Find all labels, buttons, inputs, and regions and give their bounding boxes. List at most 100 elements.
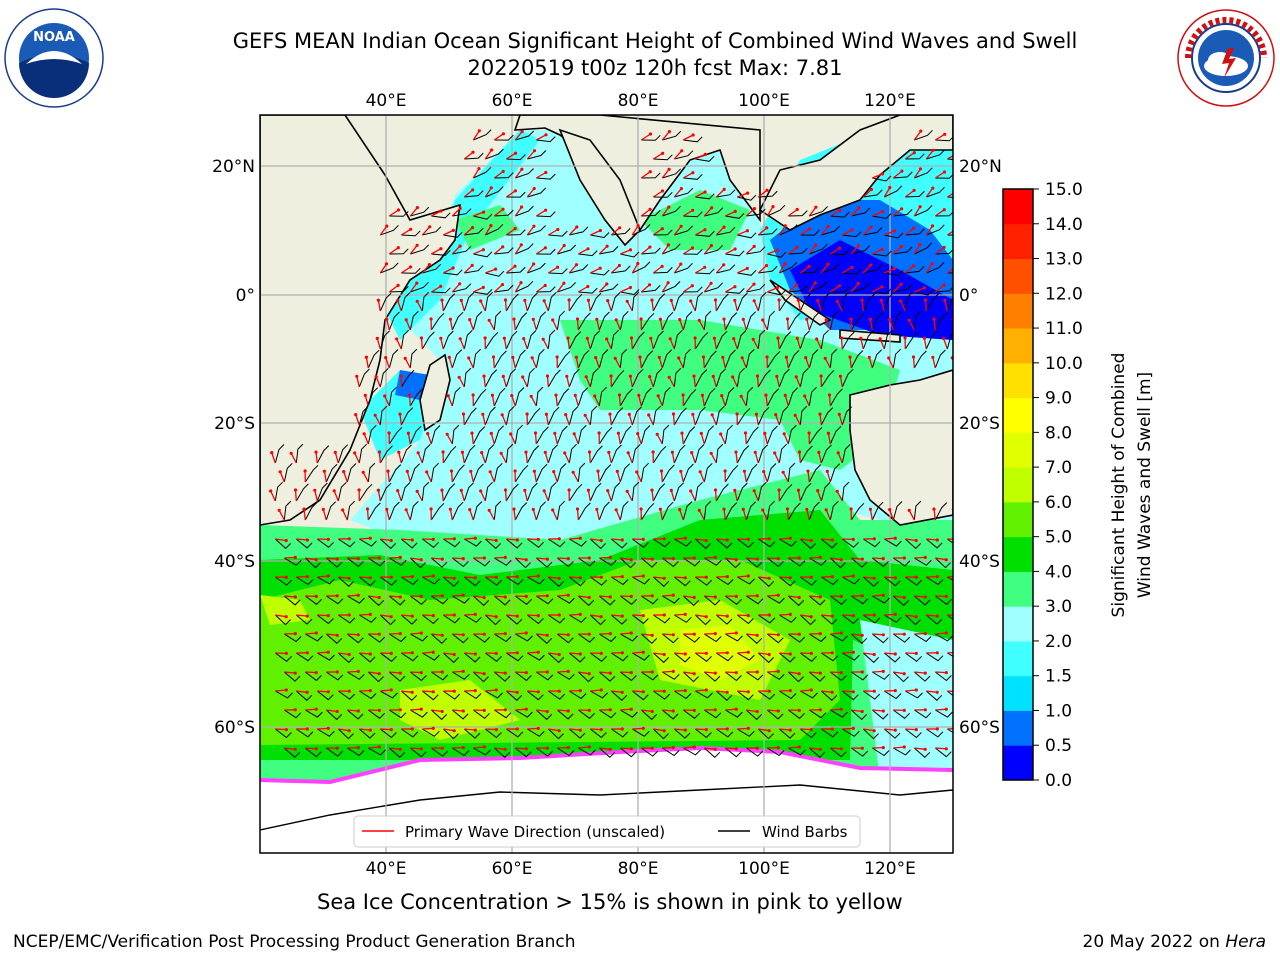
wave-arrow-head: [679, 187, 684, 191]
wave-arrow-head: [302, 507, 306, 511]
wind-barb: [464, 538, 482, 547]
wave-arrow-head: [494, 615, 498, 619]
wave-arrow-head: [785, 507, 790, 511]
wave-arrow-head: [521, 375, 525, 379]
wave-arrow-head: [452, 537, 456, 541]
wave-direction-arrow: [725, 708, 737, 711]
wave-direction-arrow: [850, 283, 859, 293]
wave-arrow-head: [872, 576, 876, 580]
wave-direction-arrow: [641, 633, 653, 636]
wave-direction-arrow: [925, 263, 933, 274]
wave-arrow-head: [776, 709, 780, 713]
wave-arrow-head: [361, 470, 365, 474]
wind-barb: [547, 329, 556, 350]
wave-direction-arrow: [584, 414, 591, 426]
wind-barb: [464, 152, 484, 160]
wave-arrow-head: [703, 228, 707, 232]
wind-barb: [850, 312, 865, 331]
wave-direction-arrow: [616, 471, 621, 483]
wave-direction-arrow: [884, 613, 896, 616]
wave-arrow-head: [481, 248, 485, 252]
wave-arrow-head: [608, 555, 612, 560]
wave-arrow-head: [439, 336, 443, 340]
wave-direction-arrow: [326, 709, 338, 713]
wave-direction-arrow: [641, 557, 653, 560]
wave-arrow-head: [703, 265, 707, 269]
wind-barb: [451, 464, 465, 483]
wind-barb: [463, 292, 475, 312]
wave-arrow-head: [448, 317, 452, 321]
wave-arrow-head: [856, 281, 860, 286]
wind-barb: [506, 154, 526, 161]
wind-barb: [808, 426, 823, 445]
wind-barb: [926, 224, 945, 236]
wave-arrow-head: [536, 614, 540, 618]
wave-arrow-head: [386, 469, 390, 473]
wind-barb: [947, 158, 953, 161]
wind-barb: [652, 652, 670, 664]
wave-direction-arrow: [627, 452, 633, 464]
wind-barb: [809, 243, 828, 255]
wave-arrow-head: [679, 262, 683, 266]
wind-barb: [925, 690, 943, 701]
wind-barb: [305, 747, 322, 758]
wave-direction-arrow: [473, 286, 484, 293]
wind-barb: [683, 173, 703, 180]
wave-arrow-head: [881, 669, 885, 674]
wind-barb: [778, 443, 787, 464]
wind-barb: [947, 576, 953, 581]
wave-direction-arrow: [484, 149, 493, 160]
wind-barb: [662, 671, 680, 680]
wave-arrow-head: [545, 746, 549, 750]
wave-direction-arrow: [488, 509, 495, 521]
colorbar-segment: [1003, 745, 1033, 781]
wave-arrow-head: [734, 671, 738, 675]
wind-barb: [703, 595, 721, 606]
wind-barb: [485, 148, 504, 160]
wind-barb: [715, 293, 729, 312]
wave-direction-arrow: [842, 651, 854, 654]
wind-barb: [505, 330, 518, 350]
wave-arrow-head: [734, 594, 738, 599]
wave-arrow-head: [868, 507, 873, 511]
wave-arrow-head: [439, 209, 443, 213]
wave-arrow-head: [494, 267, 498, 271]
wave-arrow-head: [293, 708, 297, 712]
wave-arrow-head: [647, 413, 651, 417]
wave-arrow-head: [912, 151, 916, 155]
wind-barb: [779, 261, 798, 274]
wind-barb: [695, 155, 715, 162]
wave-arrow-head: [902, 632, 906, 636]
wave-direction-arrow: [799, 228, 810, 236]
wind-barb: [338, 690, 356, 700]
wind-barb: [590, 269, 610, 276]
wind-barb: [325, 709, 343, 721]
wave-arrow-head: [830, 575, 834, 579]
wind-barb: [536, 595, 554, 605]
wind-barb: [674, 150, 694, 160]
wave-arrow-head: [776, 557, 780, 561]
wave-direction-arrow: [934, 133, 946, 141]
wave-direction-arrow: [493, 170, 504, 179]
wind-barb: [295, 483, 309, 502]
wave-arrow-head: [935, 690, 939, 694]
wave-direction-arrow: [662, 633, 674, 636]
wave-direction-arrow: [303, 509, 306, 521]
wave-arrow-head: [892, 266, 897, 271]
wind-barb: [703, 350, 717, 369]
wave-arrow-head: [397, 450, 401, 454]
wave-arrow-head: [429, 507, 433, 511]
wave-direction-arrow: [817, 490, 822, 502]
wave-arrow-head: [305, 538, 309, 542]
wave-arrow-head: [650, 488, 654, 492]
wind-barb: [557, 282, 576, 293]
wave-direction-arrow: [820, 226, 829, 236]
wave-arrow-head: [880, 247, 884, 251]
wave-arrow-head: [775, 286, 780, 290]
wave-direction-arrow: [661, 168, 670, 179]
wind-barb: [872, 671, 890, 680]
wind-barb: [632, 224, 651, 236]
wind-barb: [451, 311, 464, 331]
wave-direction-arrow: [828, 394, 831, 407]
wave-direction-arrow: [661, 206, 670, 217]
